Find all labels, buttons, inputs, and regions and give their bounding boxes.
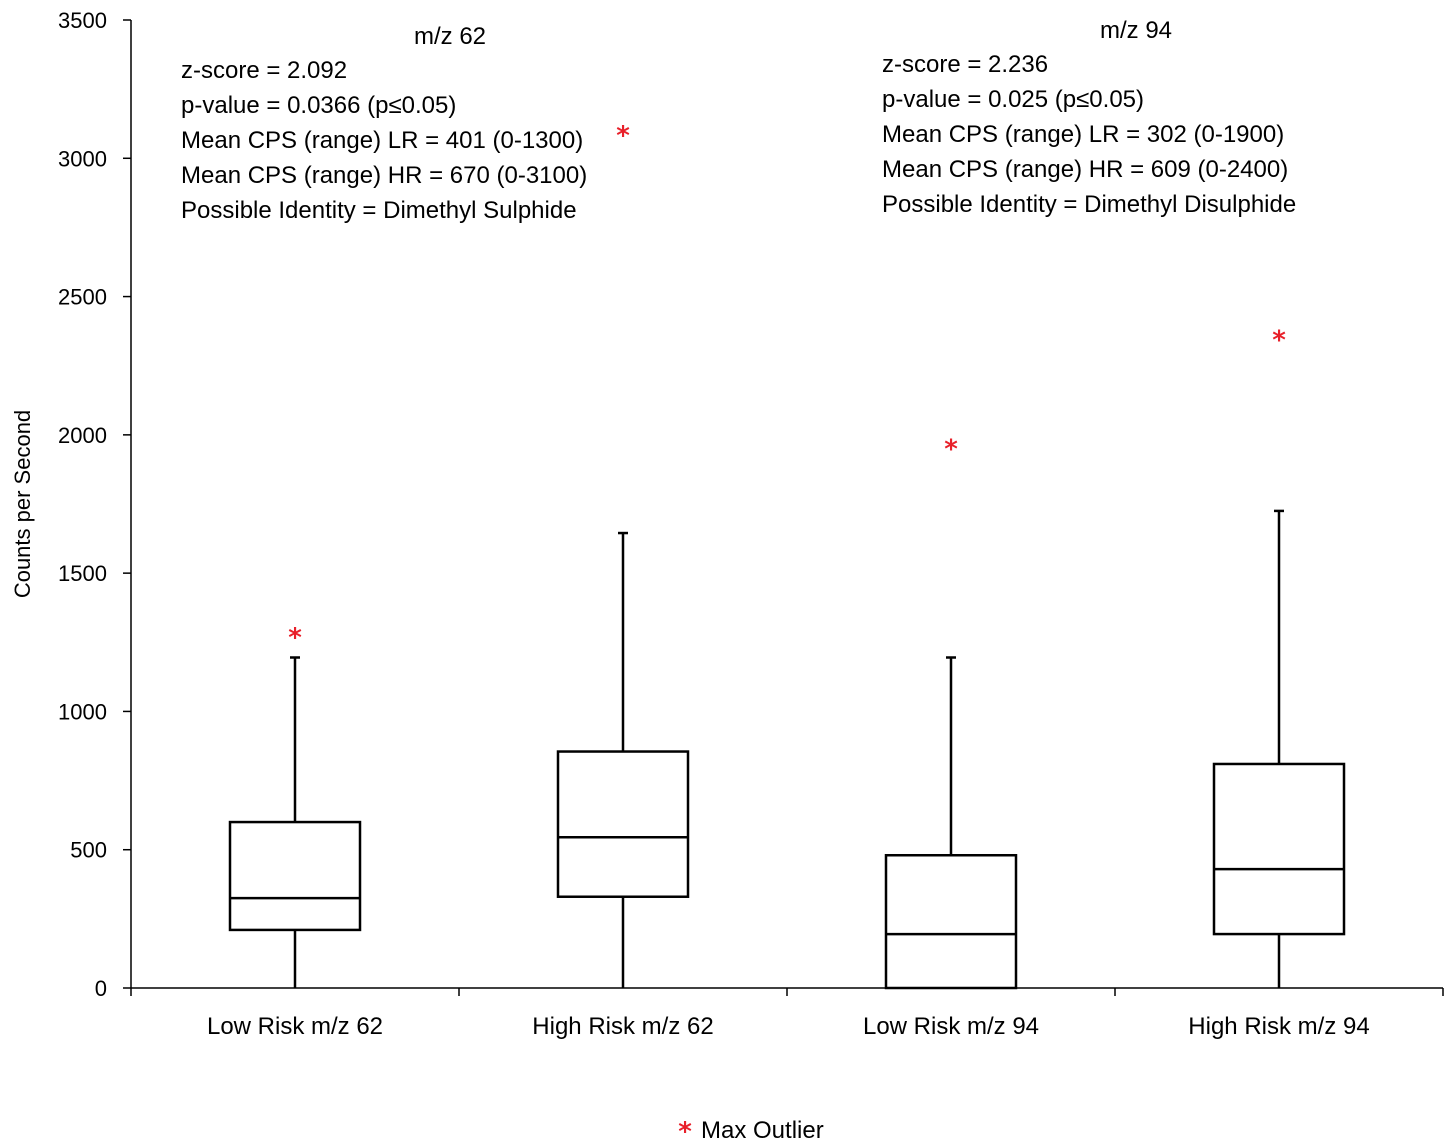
annotation-line: Mean CPS (range) HR = 670 (0-3100) [181,162,587,189]
y-tick-label: 0 [95,976,107,1001]
legend: * Max Outlier [678,1117,824,1143]
max-outlier-marker: * [1272,325,1286,355]
y-tick-label: 1500 [58,561,107,586]
annotation-block-2: m/z 94 z-score = 2.236 p-value = 0.025 (p≤… [882,17,1296,218]
y-tick-label: 3500 [58,8,107,33]
annotation-title: m/z 94 [1100,17,1172,44]
annotation-line: Mean CPS (range) HR = 609 (0-2400) [882,156,1288,183]
iqr-box [556,750,690,898]
y-tick-label: 3000 [58,146,107,171]
y-tick-label: 500 [70,838,107,863]
annotation-line: Possible Identity = Dimethyl Sulphide [181,197,577,224]
iqr-box [228,820,362,932]
y-axis-title: Counts per Second [10,410,35,598]
annotations: m/z 62 z-score = 2.092 p-value = 0.0366 (p… [181,17,1296,224]
annotation-line: z-score = 2.092 [181,57,347,84]
box-3: * [884,435,1018,990]
annotation-title: m/z 62 [414,23,486,50]
iqr-box [1212,762,1346,936]
annotation-line: Mean CPS (range) LR = 401 (0-1300) [181,127,583,154]
box-4: * [1212,325,1346,988]
box-2: * [556,121,690,988]
max-outlier-marker: * [616,121,630,151]
x-category-label: Low Risk m/z 62 [207,1013,383,1040]
y-tick-label: 2500 [58,285,107,310]
annotation-line: z-score = 2.236 [882,51,1048,78]
iqr-box [884,853,1018,990]
annotation-line: Possible Identity = Dimethyl Disulphide [882,191,1296,218]
max-outlier-marker: * [288,623,302,653]
annotation-block-1: m/z 62 z-score = 2.092 p-value = 0.0366 (p… [181,23,587,224]
annotation-line: Mean CPS (range) LR = 302 (0-1900) [882,121,1284,148]
x-category-label: High Risk m/z 94 [1188,1013,1369,1040]
x-category-label: Low Risk m/z 94 [863,1013,1039,1040]
annotation-line: p-value = 0.0366 (p≤0.05) [181,92,456,119]
box-1: * [228,623,362,988]
axes: 0 500 1000 1500 2000 2500 3000 3500 Low Risk m/z… [10,8,1444,1040]
y-tick-label: 1000 [58,699,107,724]
annotation-line: p-value = 0.025 (p≤0.05) [882,86,1144,113]
legend-outlier-marker: * [678,1117,692,1143]
max-outlier-marker: * [944,435,958,465]
x-category-label: High Risk m/z 62 [532,1013,713,1040]
box-series: * * * * [228,121,1346,990]
y-tick-label: 2000 [58,423,107,448]
legend-label: Max Outlier [701,1117,824,1143]
